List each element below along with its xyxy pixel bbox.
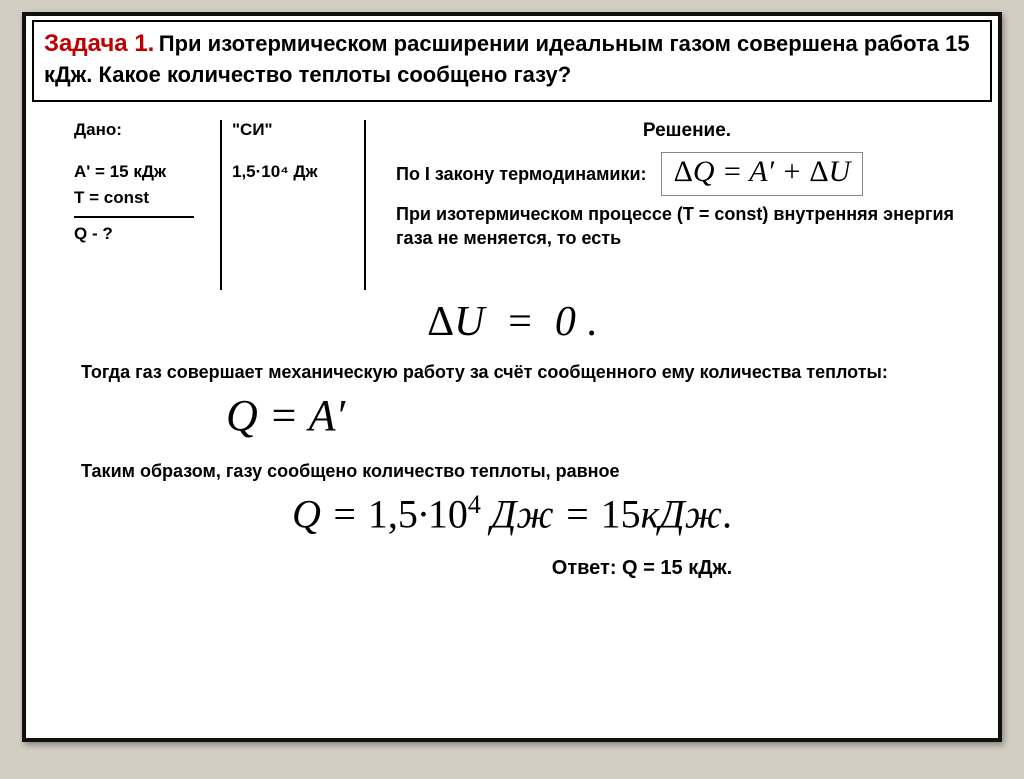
given-item-2: T = const bbox=[74, 188, 204, 208]
first-law-text: По I закону термодинамики: bbox=[396, 164, 647, 185]
si-column: "СИ" 1,5·10⁴ Дж bbox=[222, 120, 366, 290]
solution-column: Решение. По I закону термодинамики: ΔQ =… bbox=[366, 120, 978, 251]
first-law-line: По I закону термодинамики: ΔQ = A′ + ΔU bbox=[396, 152, 978, 196]
given-column: Дано: A' = 15 кДж T = const Q - ? bbox=[46, 120, 222, 290]
formula-q-equals-a: Q = A′ bbox=[46, 390, 978, 441]
given-item-1: A' = 15 кДж bbox=[74, 162, 204, 182]
thus-text: Таким образом, газу сообщено количество … bbox=[81, 459, 948, 483]
si-item-1: 1,5·10⁴ Дж bbox=[232, 162, 352, 182]
formula-final: Q = 1,5·104 Дж = 15кДж. bbox=[46, 490, 978, 537]
answer: Ответ: Q = 15 кДж. bbox=[46, 557, 978, 580]
first-law-formula: ΔQ = A′ + ΔU bbox=[661, 152, 864, 196]
given-block: Дано: A' = 15 кДж T = const Q - ? "СИ" 1… bbox=[46, 120, 366, 290]
problem-text: При изотермическом расширении идеальным … bbox=[44, 31, 970, 87]
given-header: Дано: bbox=[74, 120, 204, 140]
top-row: Дано: A' = 15 кДж T = const Q - ? "СИ" 1… bbox=[46, 120, 978, 290]
given-unknown: Q - ? bbox=[74, 224, 204, 244]
mechanical-work-text: Тогда газ совершает механическую работу … bbox=[81, 360, 948, 384]
slide: Задача 1. При изотермическом расширении … bbox=[22, 12, 1002, 742]
problem-box: Задача 1. При изотермическом расширении … bbox=[32, 20, 992, 102]
problem-label: Задача 1. bbox=[44, 30, 154, 57]
si-header: "СИ" bbox=[232, 120, 352, 140]
solution-header: Решение. bbox=[396, 120, 978, 142]
isothermal-note: При изотермическом процессе (T = const) … bbox=[396, 202, 978, 251]
formula-delta-u-zero: ΔU = 0 . bbox=[46, 298, 978, 346]
given-divider bbox=[74, 216, 194, 218]
content: Дано: A' = 15 кДж T = const Q - ? "СИ" 1… bbox=[26, 120, 998, 580]
